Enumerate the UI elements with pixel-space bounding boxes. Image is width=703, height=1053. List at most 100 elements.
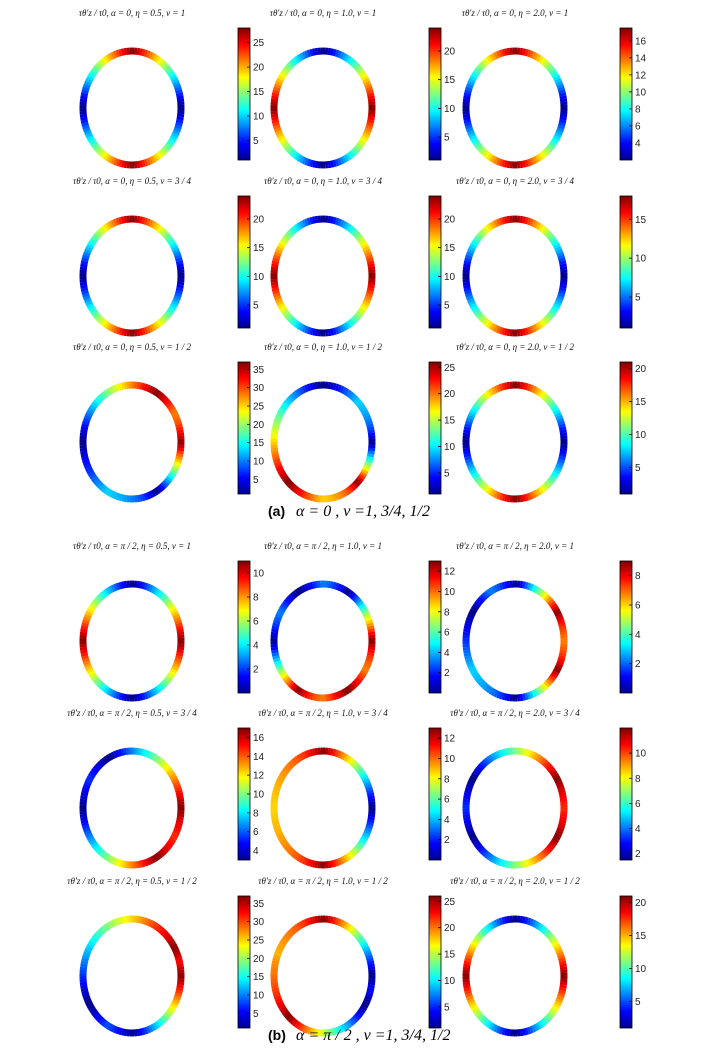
caption-letter: (a) xyxy=(268,503,285,519)
ring-segment xyxy=(334,383,340,392)
ring-segment xyxy=(92,933,101,941)
ring-segment xyxy=(171,832,179,838)
ring-segment xyxy=(535,687,542,695)
ring-segment xyxy=(551,305,560,312)
ring-segment xyxy=(486,486,493,495)
ring-segment xyxy=(154,389,161,398)
ring-segment xyxy=(329,382,334,390)
caption-text: α = π / 2 , ν =1, 3/4, 1/2 xyxy=(296,1027,450,1044)
ring-segment xyxy=(287,395,295,403)
ring-segment xyxy=(82,292,90,298)
ring-segment xyxy=(271,652,280,657)
ring-segment xyxy=(351,61,359,69)
ring-segment xyxy=(115,49,121,58)
ring-segment xyxy=(356,141,364,149)
ring-segment xyxy=(558,89,566,95)
ring-segment xyxy=(558,989,566,995)
ring-segment xyxy=(273,786,281,792)
ring-segment xyxy=(168,72,177,79)
ring-segment xyxy=(550,672,558,679)
ring-segment xyxy=(120,216,126,224)
ring-segment xyxy=(92,843,101,851)
ring-segment xyxy=(332,159,337,168)
ring-segment xyxy=(296,687,303,695)
ring-segment xyxy=(173,951,182,957)
ring-segment xyxy=(558,960,567,965)
ring-segment xyxy=(100,757,108,765)
ring-segment xyxy=(301,51,307,60)
ring-segment xyxy=(475,598,484,606)
ring-segment xyxy=(463,119,472,124)
ring-segment xyxy=(481,927,489,935)
ring-segment xyxy=(363,662,372,669)
ring-segment xyxy=(521,48,526,56)
ring-segment xyxy=(299,855,305,864)
ring-segment xyxy=(101,684,108,692)
ring-segment xyxy=(138,328,144,336)
ring-segment xyxy=(98,849,106,857)
ring-segment xyxy=(87,605,96,612)
ring-segment xyxy=(526,858,532,867)
ring-segment xyxy=(367,628,375,633)
ring-segment xyxy=(551,72,560,79)
ring-segment xyxy=(546,477,555,485)
ring-segment xyxy=(347,151,355,159)
ring-segment xyxy=(150,585,156,594)
ring-segment xyxy=(105,1022,112,1030)
ring-segment xyxy=(521,748,526,756)
ring-segment xyxy=(354,399,363,407)
ring-segment xyxy=(154,755,161,764)
ring-segment xyxy=(172,948,180,955)
ring-segment xyxy=(474,767,482,775)
ring-segment xyxy=(312,1028,317,1036)
ring-segment xyxy=(363,780,371,787)
ring-segment xyxy=(112,384,119,393)
ring-segment xyxy=(82,458,90,464)
ring-segment xyxy=(304,690,310,699)
ring-segment xyxy=(298,220,305,229)
ring-segment xyxy=(465,827,474,833)
ring-segment xyxy=(82,786,90,792)
ring-segment xyxy=(533,52,539,61)
ring-segment xyxy=(278,837,287,844)
ring-segment xyxy=(175,654,183,660)
ring-segment xyxy=(366,260,375,265)
ring-segment xyxy=(467,129,475,136)
ring-segment xyxy=(559,263,567,268)
ring-segment xyxy=(551,471,560,478)
ring-segment xyxy=(81,121,89,127)
ring-segment xyxy=(103,320,110,329)
ring-segment xyxy=(115,917,121,926)
ring-segment xyxy=(332,493,337,502)
colorbar-tick-label: 30 xyxy=(253,917,265,928)
panel-a-r3c1: τθ'z / τ0, α = 0, η = 0.5, ν = 1 / 25101… xyxy=(73,342,265,503)
ring-segment xyxy=(503,382,509,390)
ring-segment xyxy=(273,954,281,960)
ring-segment xyxy=(545,63,553,71)
ring-segment xyxy=(176,963,184,968)
ring-segment xyxy=(87,1005,96,1012)
ring-segment xyxy=(349,592,357,600)
ring-segment xyxy=(147,584,154,593)
ring-segment xyxy=(86,775,95,782)
ring-segment xyxy=(539,57,546,65)
ring-segment xyxy=(138,693,144,701)
ring-segment xyxy=(358,307,366,314)
ring-segment xyxy=(477,1013,485,1021)
colorbar-tick-label: 5 xyxy=(253,475,259,486)
ring-segment xyxy=(362,832,370,838)
ring-segment xyxy=(365,992,373,998)
ring-segment xyxy=(351,1015,359,1023)
ring-segment xyxy=(172,613,180,620)
ring-segment xyxy=(332,48,337,57)
ring-segment xyxy=(365,786,373,792)
ring-segment xyxy=(531,689,537,698)
colorbar-tick-label: 10 xyxy=(253,457,265,468)
ring-segment xyxy=(493,1024,500,1033)
ring-segment xyxy=(271,450,279,455)
ring-segment xyxy=(358,70,366,77)
ring-segment xyxy=(501,859,506,868)
ring-segment xyxy=(548,141,556,149)
ring-segment xyxy=(280,672,288,679)
